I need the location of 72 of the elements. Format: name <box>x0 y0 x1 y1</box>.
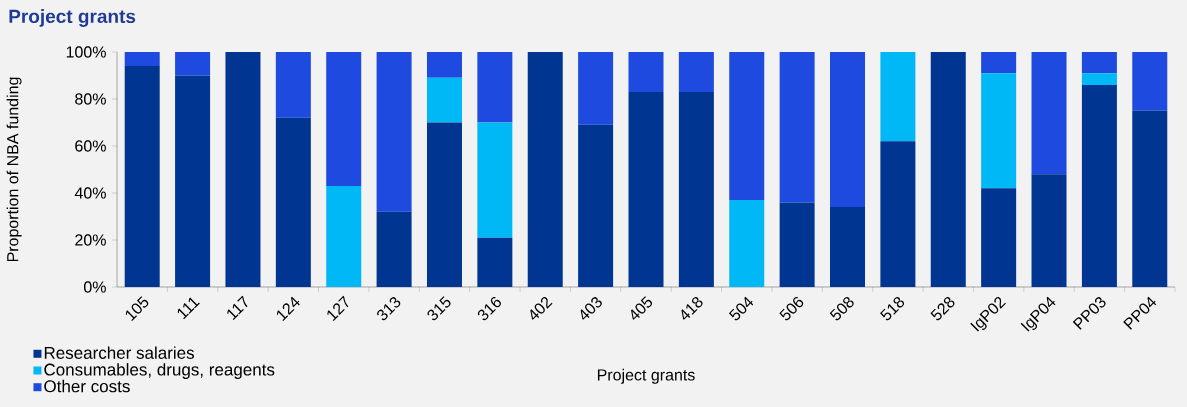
bar <box>578 124 614 287</box>
y-tick-label: 0% <box>83 281 106 293</box>
bar <box>426 77 462 123</box>
x-tick-label: 124 <box>276 296 300 322</box>
bar <box>729 200 765 287</box>
x-axis-title: Project grants <box>597 368 695 384</box>
x-tick-label: 508 <box>829 296 854 321</box>
chart-title: Project grants <box>9 9 136 27</box>
bar <box>1031 174 1067 287</box>
bar <box>326 185 362 287</box>
bar <box>880 141 916 287</box>
x-tick-label: 127 <box>327 295 349 322</box>
bar <box>880 52 916 142</box>
bar <box>175 75 211 287</box>
bar <box>981 188 1017 287</box>
bar <box>930 52 966 287</box>
bar <box>275 52 311 118</box>
y-tick-label: 100% <box>66 46 106 58</box>
bar <box>426 52 462 78</box>
bar <box>477 52 513 123</box>
bar <box>981 73 1017 189</box>
bar <box>678 91 714 287</box>
bar <box>1132 52 1168 111</box>
bar <box>628 91 664 287</box>
bar <box>1132 110 1168 287</box>
bar <box>729 52 765 201</box>
bar <box>426 122 462 287</box>
bar <box>1081 73 1117 85</box>
y-tick-label: 20% <box>75 234 106 246</box>
bar <box>981 52 1017 74</box>
bar <box>678 52 714 92</box>
bar <box>527 52 563 287</box>
x-tick-label: 418 <box>681 296 703 320</box>
x-tick-label: 117 <box>227 295 248 321</box>
y-axis-title: Proportion of NBA funding <box>6 77 22 262</box>
bar <box>578 52 614 125</box>
x-tick-label: 105 <box>125 296 149 322</box>
bar <box>376 211 412 287</box>
bar <box>779 52 815 203</box>
bar <box>477 237 513 287</box>
bar <box>830 207 866 287</box>
legend-label: Researcher salaries <box>44 346 194 359</box>
x-tick-label: 316 <box>477 296 501 321</box>
legend-label: Other costs <box>44 379 130 393</box>
bar <box>1031 52 1067 175</box>
bar <box>326 52 362 186</box>
x-tick-label: 315 <box>427 296 451 321</box>
x-tick-label: 528 <box>930 296 955 321</box>
x-tick-label: 405 <box>631 296 653 320</box>
x-tick-label: 313 <box>377 297 401 321</box>
legend-label: Consumables, drugs, reagents <box>44 363 275 379</box>
x-tick-label: 506 <box>779 296 804 321</box>
bar <box>1081 84 1117 287</box>
y-tick-label: 40% <box>74 187 106 199</box>
bar <box>628 52 664 92</box>
bar <box>830 52 866 208</box>
bar <box>376 52 412 212</box>
bar <box>175 52 211 76</box>
y-tick-label: 60% <box>75 140 106 152</box>
bar <box>1081 52 1117 74</box>
x-tick-label: 111 <box>177 297 200 320</box>
x-tick-label: 504 <box>728 296 754 321</box>
bar <box>779 202 815 287</box>
bar <box>225 52 261 287</box>
bar <box>477 122 513 238</box>
x-tick-label: 402 <box>530 296 553 320</box>
x-tick-label: 403 <box>580 297 602 320</box>
x-tick-label: 518 <box>880 296 905 321</box>
bar <box>275 117 311 287</box>
bar <box>124 66 160 287</box>
y-tick-label: 80% <box>75 93 106 105</box>
bar <box>124 52 160 67</box>
